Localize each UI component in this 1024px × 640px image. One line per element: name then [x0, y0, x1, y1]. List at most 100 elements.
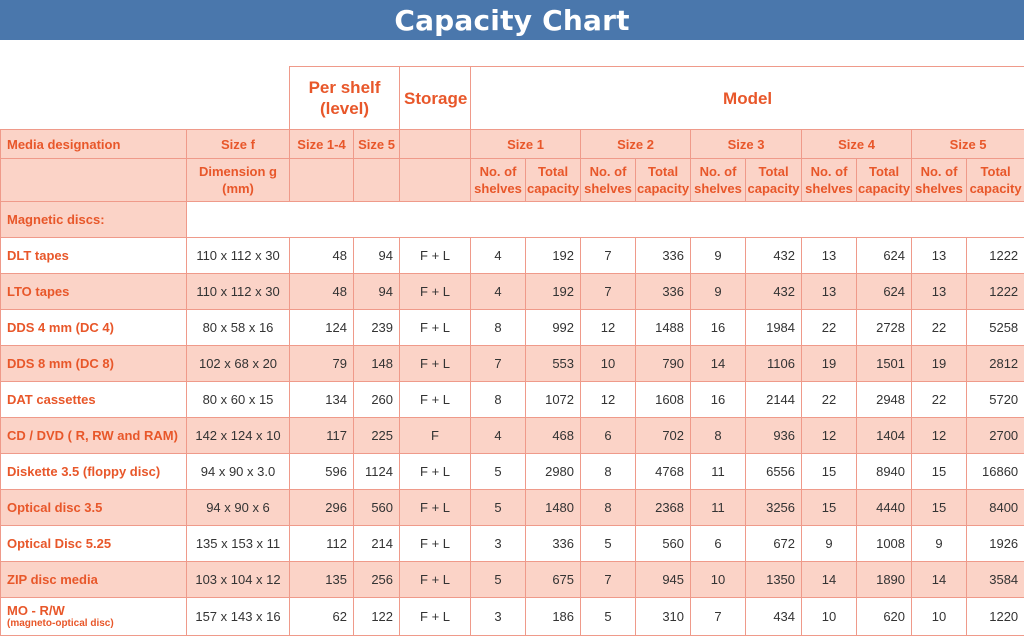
capacity-cell: 5258: [966, 309, 1024, 346]
header-model-size-4: Size 4: [801, 129, 913, 159]
media-name-cell: DLT tapes: [0, 237, 187, 274]
capacity-cell: 624: [856, 237, 913, 274]
capacity-cell: 432: [745, 237, 803, 274]
shelves-cell: 22: [801, 309, 858, 346]
shelves-cell: 11: [690, 453, 747, 490]
shelves-cell: 10: [690, 561, 747, 598]
shelves-cell: 13: [801, 237, 858, 274]
size-5-cell: 256: [352, 561, 401, 598]
storage-cell: F + L: [399, 525, 472, 562]
media-name-cell: ZIP disc media: [0, 561, 187, 598]
capacity-cell: 8940: [856, 453, 913, 490]
header-no-of-shelves: No. of shelves: [801, 158, 858, 202]
table-row: DAT cassettes 80 x 60 x 15 134 260 F + L 8 107…: [0, 381, 1024, 418]
capacity-table: Per shelf (level) Storage Model Media de…: [0, 66, 1024, 636]
size-1-4-cell: 117: [289, 417, 354, 454]
shelves-cell: 14: [690, 345, 747, 382]
size-1-4-cell: 134: [289, 381, 354, 418]
header-model-size-2: Size 2: [580, 129, 692, 159]
media-name-cell: DDS 4 mm (DC 4): [0, 309, 187, 346]
size-1-4-cell: 79: [289, 345, 354, 382]
header-total-capacity: Total capacity: [856, 158, 913, 202]
header-model-size-1: Size 1: [470, 129, 582, 159]
header-total-capacity: Total capacity: [966, 158, 1024, 202]
size-1-4-cell: 62: [289, 597, 354, 636]
media-name-subtitle: (magneto-optical disc): [7, 618, 114, 629]
capacity-cell: 434: [745, 597, 803, 636]
shelves-cell: 11: [690, 489, 747, 526]
media-name: Diskette 3.5 (floppy disc): [7, 464, 161, 479]
capacity-cell: 1488: [635, 309, 692, 346]
page-title: Capacity Chart: [0, 0, 1024, 40]
shelves-cell: 9: [911, 525, 968, 562]
media-name-cell: MO - R/W (magneto-optical disc): [0, 597, 187, 636]
shelves-cell: 5: [580, 525, 637, 562]
media-name-cell: Diskette 3.5 (floppy disc): [0, 453, 187, 490]
capacity-cell: 3584: [966, 561, 1024, 598]
dimension-cell: 110 x 112 x 30: [186, 273, 290, 310]
capacity-cell: 192: [525, 237, 582, 274]
header-size-f: Size f: [186, 129, 290, 159]
shelves-cell: 6: [690, 525, 747, 562]
media-name: DDS 8 mm (DC 8): [7, 356, 114, 371]
shelves-cell: 15: [911, 489, 968, 526]
dimension-cell: 135 x 153 x 11: [186, 525, 290, 562]
shelves-cell: 19: [801, 345, 858, 382]
shelves-cell: 10: [580, 345, 637, 382]
capacity-cell: 1350: [745, 561, 803, 598]
size-5-cell: 560: [352, 489, 401, 526]
storage-cell: F + L: [399, 309, 472, 346]
media-name-cell: Optical Disc 5.25: [0, 525, 187, 562]
shelves-cell: 7: [470, 345, 527, 382]
capacity-cell: 790: [635, 345, 692, 382]
header-model-size-3: Size 3: [690, 129, 803, 159]
media-name-cell: CD / DVD ( R, RW and RAM): [0, 417, 187, 454]
header-no-of-shelves: No. of shelves: [690, 158, 747, 202]
media-name-cell: Optical disc 3.5: [0, 489, 187, 526]
table-row: MO - R/W (magneto-optical disc) 157 x 143 …: [0, 597, 1024, 636]
size-1-4-cell: 135: [289, 561, 354, 598]
shelves-cell: 7: [580, 273, 637, 310]
capacity-cell: 468: [525, 417, 582, 454]
size-5-cell: 260: [352, 381, 401, 418]
group-label: Magnetic discs:: [0, 201, 187, 238]
shelves-cell: 7: [690, 597, 747, 636]
capacity-cell: 16860: [966, 453, 1024, 490]
media-name: LTO tapes: [7, 284, 70, 299]
capacity-cell: 620: [856, 597, 913, 636]
shelves-cell: 12: [580, 381, 637, 418]
header-size-5: Size 5: [352, 129, 401, 159]
size-5-cell: 122: [352, 597, 401, 636]
shelves-cell: 5: [470, 489, 527, 526]
shelves-cell: 19: [911, 345, 968, 382]
capacity-cell: 336: [635, 237, 692, 274]
capacity-cell: 186: [525, 597, 582, 636]
media-name: MO - R/W: [7, 603, 65, 618]
header-empty: [399, 158, 472, 202]
shelves-cell: 5: [470, 453, 527, 490]
capacity-cell: 2728: [856, 309, 913, 346]
capacity-cell: 432: [745, 273, 803, 310]
size-5-cell: 94: [352, 237, 401, 274]
size-5-cell: 94: [352, 273, 401, 310]
shelves-cell: 7: [580, 561, 637, 598]
dimension-cell: 142 x 124 x 10: [186, 417, 290, 454]
size-5-cell: 148: [352, 345, 401, 382]
header-model-size-5: Size 5: [911, 129, 1024, 159]
capacity-cell: 2144: [745, 381, 803, 418]
capacity-cell: 1984: [745, 309, 803, 346]
media-name: DDS 4 mm (DC 4): [7, 320, 114, 335]
dimension-cell: 102 x 68 x 20: [186, 345, 290, 382]
header-media-designation: Media designation: [0, 129, 187, 159]
capacity-cell: 992: [525, 309, 582, 346]
media-name-cell: DAT cassettes: [0, 381, 187, 418]
media-name: Optical disc 3.5: [7, 500, 103, 515]
capacity-cell: 553: [525, 345, 582, 382]
shelves-cell: 15: [801, 489, 858, 526]
storage-cell: F + L: [399, 237, 472, 274]
capacity-cell: 2368: [635, 489, 692, 526]
media-name: DAT cassettes: [7, 392, 96, 407]
